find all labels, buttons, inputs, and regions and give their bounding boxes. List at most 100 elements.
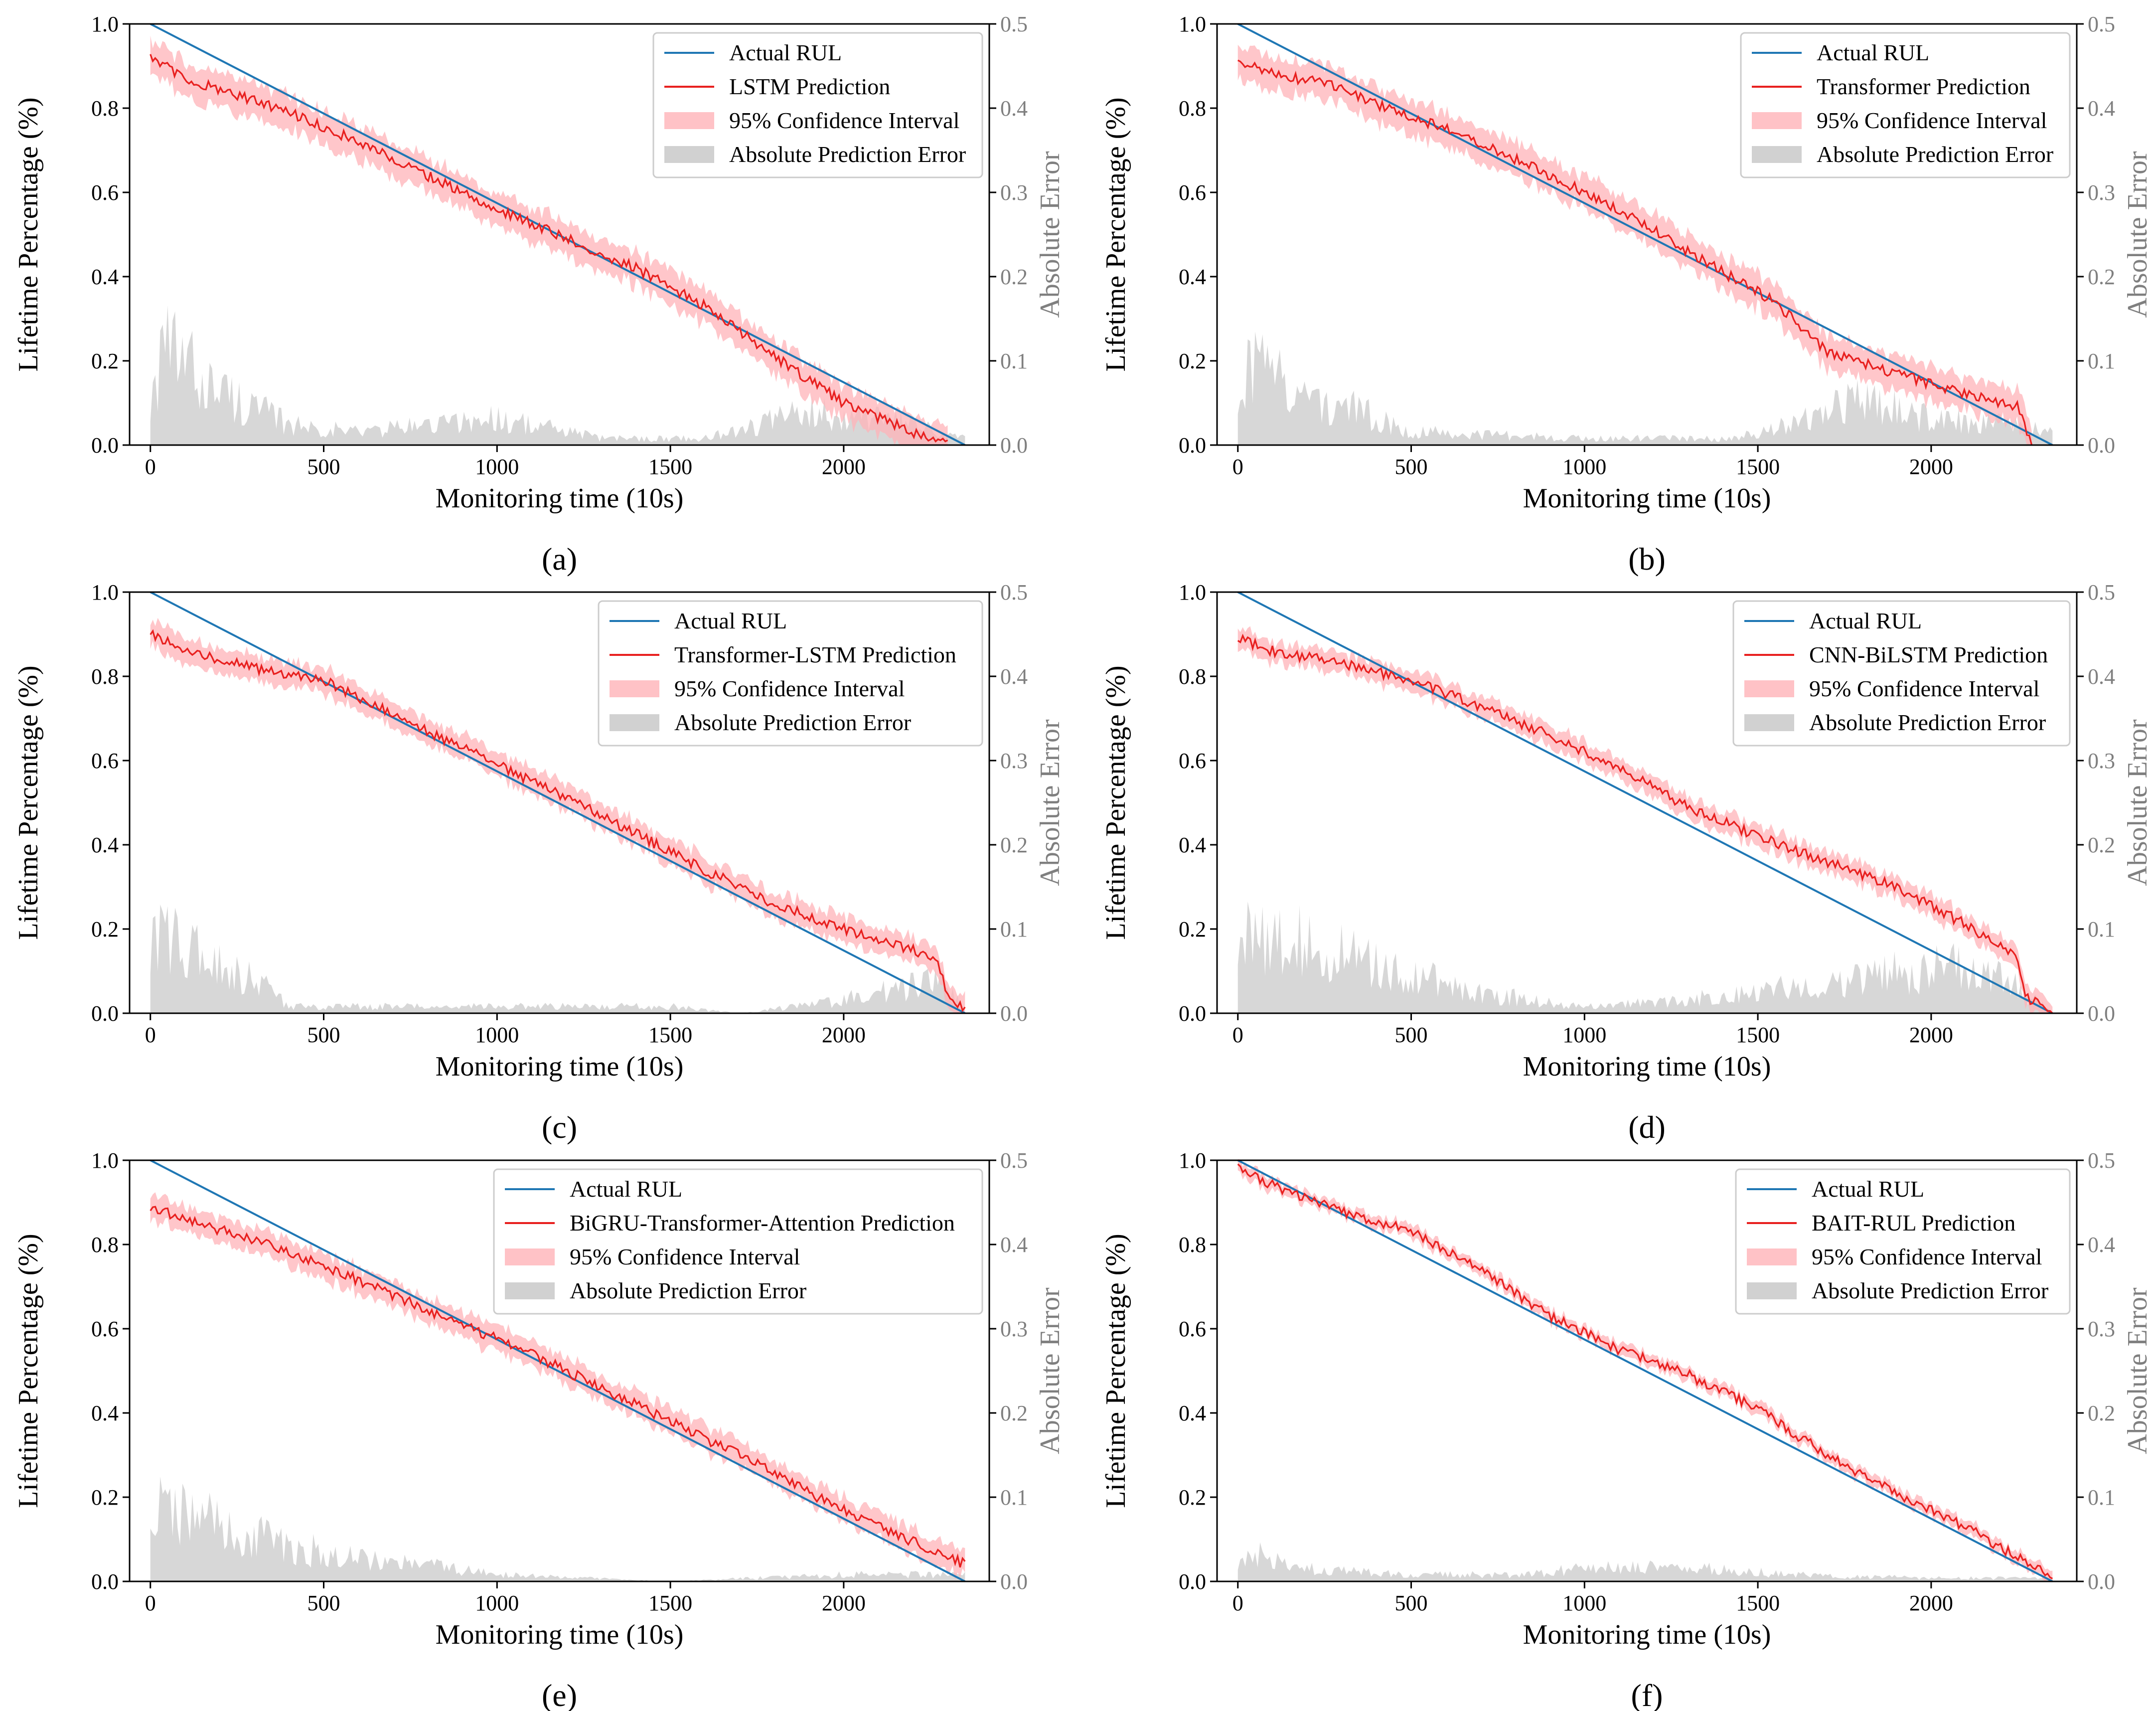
y-tick-label: 0.6	[1179, 1317, 1206, 1341]
y-right-tick-label: 0.5	[1000, 580, 1028, 605]
x-tick-label: 500	[308, 1023, 340, 1047]
y-right-tick-label: 0.1	[2088, 1485, 2115, 1510]
y-right-tick-label: 0.5	[2088, 12, 2115, 36]
y-right-tick-label: 0.2	[1000, 833, 1028, 857]
y-right-tick-label: 0.4	[1000, 1233, 1028, 1257]
chart-panel-3: 0 500 1000 1500 2000 0.0 0.2 0.4 0.6 0.8 1.0 0.0 0.1…	[1100, 580, 2153, 1145]
legend-entry: Actual RUL	[729, 40, 842, 65]
x-tick-label: 0	[1232, 1023, 1243, 1047]
legend-entry: Absolute Prediction Error	[1809, 710, 2046, 735]
legend-entry: Absolute Prediction Error	[1817, 142, 2053, 167]
y-right-tick-label: 0.5	[2088, 580, 2115, 605]
y-right-tick-label: 0.4	[2088, 664, 2115, 689]
legend-swatch-error	[1747, 1282, 1797, 1299]
y-tick-label: 0.4	[91, 833, 119, 857]
legend-entry: 95% Confidence Interval	[1812, 1244, 2042, 1269]
y-tick-label: 0.4	[91, 265, 119, 289]
legend-entry: Transformer-LSTM Prediction	[674, 642, 956, 667]
legend-swatch-confidence	[1752, 112, 1802, 129]
chart-panel-5: 0 500 1000 1500 2000 0.0 0.2 0.4 0.6 0.8 1.0 0.0 0.1…	[1100, 1148, 2153, 1711]
y-tick-label: 0.2	[1179, 349, 1206, 373]
y-right-tick-label: 0.3	[1000, 180, 1028, 205]
y-tick-label: 0.6	[91, 749, 119, 773]
y-tick-label: 0.8	[91, 96, 119, 121]
error-area	[150, 904, 965, 1013]
y-tick-label: 0.6	[1179, 180, 1206, 205]
prediction-line	[1237, 1163, 2053, 1579]
y-right-axis-label: Absolute Error	[2122, 719, 2153, 886]
legend-swatch-confidence	[1744, 680, 1794, 697]
y-right-tick-label: 0.0	[1000, 433, 1028, 458]
y-right-tick-label: 0.5	[2088, 1148, 2115, 1173]
y-right-axis-label: Absolute Error	[1035, 151, 1066, 318]
y-right-axis-label: Absolute Error	[1035, 719, 1066, 886]
error-area	[1237, 331, 2053, 445]
legend-entry: Actual RUL	[1809, 608, 1922, 633]
y-tick-label: 1.0	[91, 580, 119, 605]
legend-entry: Actual RUL	[1812, 1176, 1924, 1202]
x-tick-label: 0	[1232, 455, 1243, 479]
y-right-tick-label: 0.1	[2088, 349, 2115, 373]
legend-swatch-error	[505, 1282, 555, 1299]
y-right-tick-label: 0.4	[1000, 664, 1028, 689]
error-area	[150, 1476, 965, 1581]
chart-panel-0: 0 500 1000 1500 2000 0.0 0.2 0.4 0.6 0.8 1.0 0.0 0.1…	[13, 12, 1066, 577]
chart-panel-2: 0 500 1000 1500 2000 0.0 0.2 0.4 0.6 0.8 1.0 0.0 0.1…	[13, 580, 1066, 1145]
legend-entry: 95% Confidence Interval	[1817, 108, 2047, 133]
plot-frame	[129, 1159, 990, 1582]
legend-swatch-confidence	[1747, 1248, 1797, 1265]
x-tick-label: 1500	[648, 455, 692, 479]
x-axis-label: Monitoring time (10s)	[1523, 1619, 1771, 1650]
legend-entry: Actual RUL	[570, 1176, 682, 1202]
legend-swatch-error	[1752, 146, 1802, 163]
y-right-tick-label: 0.0	[1000, 1001, 1028, 1026]
y-tick-label: 1.0	[1179, 1148, 1206, 1173]
legend: Actual RUL BiGRU-Transformer-Attention Pr…	[493, 1168, 983, 1315]
x-tick-label: 1500	[1736, 455, 1780, 479]
y-tick-label: 0.4	[1179, 1401, 1206, 1425]
y-tick-label: 0.2	[91, 1485, 119, 1510]
legend-box	[1732, 600, 2071, 747]
x-tick-label: 0	[145, 1591, 156, 1615]
legend-entry: 95% Confidence Interval	[729, 108, 959, 133]
y-right-tick-label: 0.2	[1000, 265, 1028, 289]
x-tick-label: 1000	[1562, 455, 1606, 479]
y-tick-label: 0.0	[1179, 433, 1206, 458]
y-tick-label: 1.0	[91, 1148, 119, 1173]
y-axis-label: Lifetime Percentage (%)	[13, 97, 44, 371]
y-right-tick-label: 0.3	[1000, 749, 1028, 773]
confidence-band	[1237, 44, 2032, 445]
y-tick-label: 0.4	[1179, 265, 1206, 289]
x-axis-label: Monitoring time (10s)	[436, 1619, 684, 1650]
x-axis-label: Monitoring time (10s)	[436, 483, 684, 514]
legend-entry: Actual RUL	[1817, 40, 1929, 65]
y-tick-label: 0.8	[91, 664, 119, 689]
x-tick-label: 2000	[1909, 455, 1953, 479]
prediction-line	[150, 54, 948, 443]
panel-caption: (a)	[542, 541, 577, 577]
y-right-tick-label: 0.3	[2088, 749, 2115, 773]
y-right-tick-label: 0.3	[2088, 1317, 2115, 1341]
y-tick-label: 0.0	[1179, 1001, 1206, 1026]
y-right-tick-label: 0.1	[2088, 917, 2115, 941]
panel-caption: (c)	[542, 1109, 577, 1145]
legend: Actual RUL Transformer-LSTM Prediction 95%…	[598, 600, 983, 747]
y-right-tick-label: 0.4	[2088, 1233, 2115, 1257]
y-tick-label: 1.0	[1179, 12, 1206, 36]
legend-entry: CNN-BiLSTM Prediction	[1809, 642, 2048, 667]
legend-swatch-confidence	[664, 112, 714, 129]
prediction-line	[1237, 633, 2053, 1014]
plot-frame	[1216, 591, 2078, 1014]
legend-box	[652, 32, 983, 178]
y-right-tick-label: 0.2	[2088, 265, 2115, 289]
x-tick-label: 1500	[1736, 1591, 1780, 1615]
y-tick-label: 0.6	[1179, 749, 1206, 773]
y-right-tick-label: 0.0	[2088, 433, 2115, 458]
x-tick-label: 1000	[1562, 1023, 1606, 1047]
confidence-band	[1237, 626, 2053, 1013]
actual-rul-line	[150, 591, 966, 1014]
y-right-tick-label: 0.0	[2088, 1569, 2115, 1594]
legend-entry: 95% Confidence Interval	[570, 1244, 800, 1269]
x-tick-label: 2000	[822, 1591, 866, 1615]
y-right-tick-label: 0.1	[1000, 917, 1028, 941]
